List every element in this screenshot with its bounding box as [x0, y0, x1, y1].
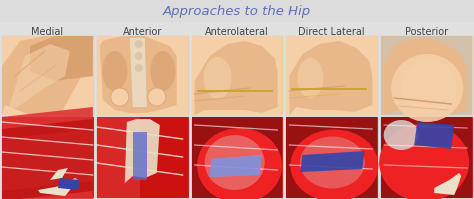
- Text: Approaches to the Hip: Approaches to the Hip: [163, 5, 311, 18]
- Ellipse shape: [401, 60, 457, 112]
- Polygon shape: [210, 155, 262, 177]
- Ellipse shape: [150, 51, 175, 91]
- Polygon shape: [2, 119, 93, 199]
- Polygon shape: [434, 173, 461, 195]
- FancyBboxPatch shape: [381, 117, 473, 198]
- Polygon shape: [301, 151, 365, 172]
- Polygon shape: [125, 119, 160, 183]
- Ellipse shape: [296, 55, 328, 107]
- FancyBboxPatch shape: [97, 117, 189, 198]
- Text: Anterior: Anterior: [122, 27, 162, 37]
- Ellipse shape: [148, 88, 166, 106]
- FancyBboxPatch shape: [381, 36, 472, 115]
- Polygon shape: [2, 36, 93, 115]
- Polygon shape: [381, 117, 472, 198]
- Polygon shape: [58, 178, 80, 190]
- FancyBboxPatch shape: [381, 36, 473, 115]
- FancyBboxPatch shape: [0, 0, 474, 22]
- FancyBboxPatch shape: [191, 36, 283, 115]
- Ellipse shape: [300, 137, 365, 188]
- FancyBboxPatch shape: [286, 36, 377, 115]
- Polygon shape: [50, 168, 68, 180]
- Polygon shape: [384, 38, 467, 115]
- FancyBboxPatch shape: [286, 36, 378, 115]
- Polygon shape: [210, 155, 262, 177]
- Polygon shape: [195, 41, 278, 115]
- Ellipse shape: [197, 128, 282, 199]
- Polygon shape: [290, 41, 373, 115]
- Ellipse shape: [135, 40, 143, 48]
- Polygon shape: [38, 178, 78, 196]
- Ellipse shape: [391, 54, 463, 122]
- Text: Posterior: Posterior: [405, 27, 448, 37]
- FancyBboxPatch shape: [2, 117, 94, 198]
- Polygon shape: [8, 44, 70, 110]
- Polygon shape: [30, 36, 93, 81]
- Polygon shape: [2, 107, 93, 199]
- FancyBboxPatch shape: [286, 117, 378, 198]
- Ellipse shape: [204, 57, 232, 99]
- Ellipse shape: [135, 64, 143, 72]
- Ellipse shape: [205, 135, 264, 190]
- Polygon shape: [97, 117, 188, 198]
- Ellipse shape: [379, 124, 469, 199]
- Polygon shape: [97, 117, 140, 198]
- FancyBboxPatch shape: [2, 36, 93, 115]
- Polygon shape: [414, 122, 454, 149]
- Text: Anterolateral: Anterolateral: [205, 27, 269, 37]
- Polygon shape: [130, 38, 147, 107]
- Ellipse shape: [386, 129, 456, 186]
- Polygon shape: [100, 36, 177, 113]
- Ellipse shape: [102, 51, 128, 91]
- Polygon shape: [191, 117, 283, 198]
- FancyBboxPatch shape: [2, 36, 94, 115]
- Ellipse shape: [291, 130, 378, 199]
- FancyBboxPatch shape: [97, 36, 188, 115]
- Ellipse shape: [111, 88, 129, 106]
- Polygon shape: [2, 117, 93, 198]
- Text: Medial: Medial: [31, 27, 64, 37]
- FancyBboxPatch shape: [191, 36, 283, 115]
- Polygon shape: [133, 132, 147, 180]
- Polygon shape: [286, 117, 377, 198]
- Text: Direct Lateral: Direct Lateral: [299, 27, 365, 37]
- Ellipse shape: [135, 52, 143, 60]
- Ellipse shape: [297, 58, 323, 98]
- FancyBboxPatch shape: [191, 117, 283, 198]
- FancyBboxPatch shape: [97, 36, 189, 115]
- Polygon shape: [2, 129, 93, 191]
- Ellipse shape: [383, 120, 419, 150]
- Ellipse shape: [202, 54, 237, 108]
